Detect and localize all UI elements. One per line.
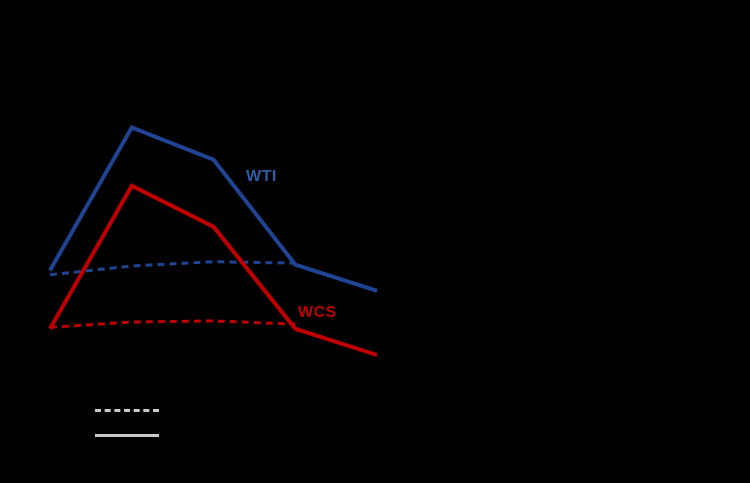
wti-label: WTI [246, 168, 277, 185]
legend-dashed-line-sample [95, 409, 159, 412]
legend-item-solid [95, 423, 159, 448]
series-wti-solid [48, 125, 378, 293]
series-wcs-dashed [49, 319, 296, 329]
series-wcs-solid [48, 183, 378, 357]
series-wti-dashed [49, 260, 296, 277]
legend [95, 398, 159, 448]
legend-item-dashed [95, 398, 159, 423]
legend-solid-line-sample [95, 434, 159, 437]
wcs-label: WCS [298, 304, 337, 321]
